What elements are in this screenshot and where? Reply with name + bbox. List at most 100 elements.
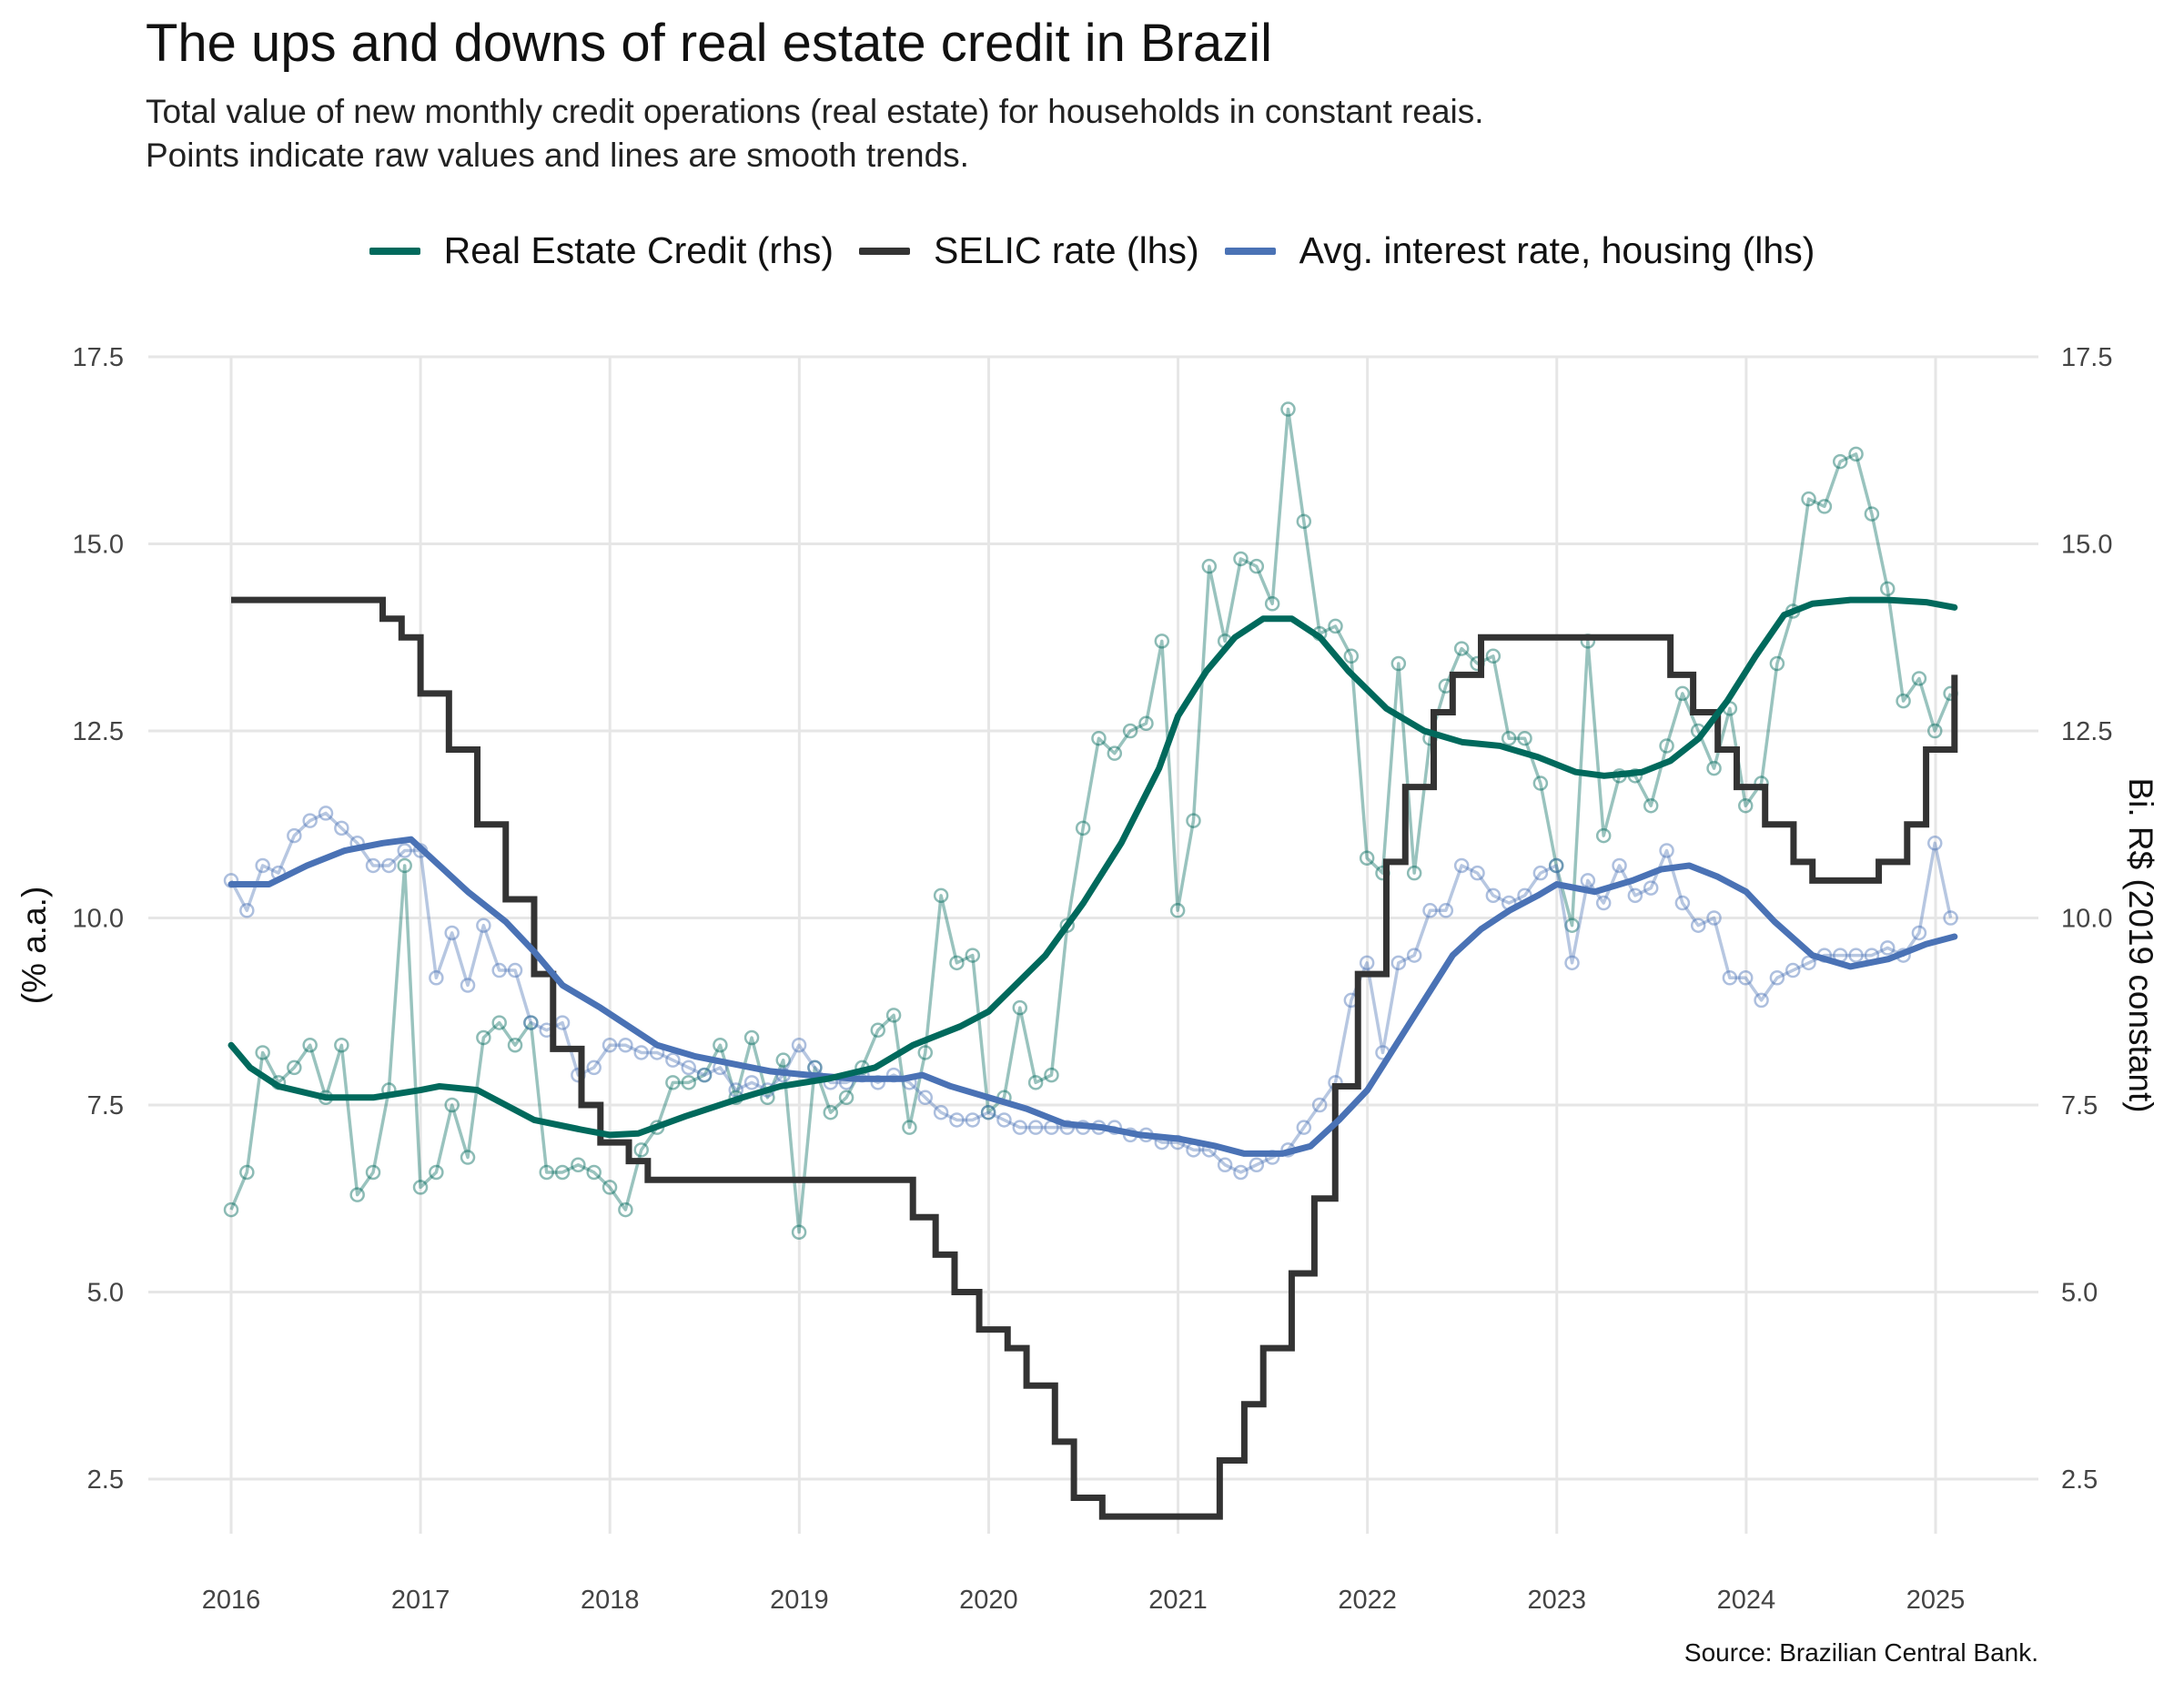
credit-raw-point — [1816, 499, 1833, 514]
housing-raw-point — [1722, 970, 1738, 986]
housing-raw-point — [1943, 910, 1958, 926]
credit-raw-point — [302, 1037, 318, 1053]
housing-raw-point — [1532, 865, 1549, 881]
housing-raw-point — [476, 917, 491, 933]
credit-raw-point — [1769, 655, 1785, 672]
y-tick-label-right: 5.0 — [2061, 1279, 2098, 1308]
series-layer — [223, 401, 1958, 1520]
credit-raw-point — [1343, 648, 1360, 664]
credit-raw-point — [1075, 820, 1091, 836]
housing-raw-point — [1706, 910, 1722, 926]
housing-raw-point — [1785, 962, 1801, 978]
housing-raw-point — [1674, 895, 1691, 911]
housing-raw-point — [586, 1059, 602, 1076]
selic-step-line — [231, 596, 1958, 1520]
credit-raw-point — [397, 857, 412, 874]
housing-raw-point — [791, 1037, 807, 1053]
y-tick-label-left: 5.0 — [87, 1279, 124, 1308]
credit-raw-point — [1896, 693, 1911, 709]
housing-raw-point — [949, 1112, 965, 1128]
housing-raw-point — [1879, 940, 1896, 956]
y-axis-label-left: (% a.a.) — [15, 887, 53, 1005]
credit-raw-point — [870, 1022, 886, 1039]
credit-raw-point — [1012, 999, 1028, 1016]
credit-raw-point — [1122, 723, 1138, 739]
credit-raw-point — [491, 1015, 507, 1030]
legend-key-housing — [1224, 247, 1276, 255]
y-tick-label-left: 2.5 — [87, 1465, 124, 1495]
credit-raw-point — [1328, 618, 1343, 634]
housing-raw-point — [1359, 955, 1375, 971]
credit-raw-point — [917, 1045, 934, 1060]
credit-raw-point — [1233, 551, 1249, 567]
housing-raw-point — [334, 820, 349, 836]
credit-raw-point — [334, 1037, 349, 1053]
credit-raw-point — [1264, 596, 1280, 612]
x-tick-label: 2017 — [391, 1586, 450, 1615]
credit-raw-point — [1201, 558, 1218, 574]
housing-raw-point — [743, 1075, 760, 1090]
housing-raw-point — [1470, 865, 1485, 881]
housing-raw-point — [1564, 955, 1580, 971]
housing-raw-point — [1659, 843, 1674, 858]
x-tick-label: 2023 — [1528, 1586, 1587, 1615]
credit-raw-point — [539, 1164, 554, 1181]
chart-title: The ups and downs of real estate credit … — [146, 14, 1272, 73]
axis-labels: 2.5 2.5 5.0 5.0 7.5 7.5 10.0 10.0 12.5 12.5 15.0 15… — [15, 343, 2159, 1615]
housing-raw-point — [381, 857, 397, 874]
housing-raw-point — [980, 1104, 996, 1120]
housing-raw-point — [507, 962, 523, 978]
housing-raw-point — [1754, 992, 1769, 1009]
y-tick-label-left: 17.5 — [73, 343, 124, 372]
housing-raw-point — [1311, 1097, 1328, 1113]
credit-raw-point — [586, 1164, 602, 1181]
credit-raw-point — [460, 1150, 476, 1165]
housing-raw-point — [444, 925, 460, 941]
credit-raw-point — [223, 1201, 239, 1218]
x-tick-label: 2019 — [770, 1586, 829, 1615]
credit-raw-point — [412, 1180, 429, 1195]
credit-raw-point — [239, 1164, 255, 1181]
credit-raw-point — [1643, 797, 1659, 814]
housing-raw-point — [523, 1015, 539, 1030]
y-tick-label-right: 12.5 — [2061, 717, 2112, 746]
housing-raw-point — [255, 857, 270, 874]
legend-label-credit: Real Estate Credit (rhs) — [443, 229, 834, 271]
x-tick-label: 2024 — [1717, 1586, 1776, 1615]
x-tick-label: 2016 — [202, 1586, 261, 1615]
legend-key-credit — [369, 247, 420, 255]
credit-raw-point — [1154, 634, 1170, 649]
housing-raw-point — [1927, 836, 1943, 851]
credit-raw-point — [523, 1015, 539, 1030]
credit-raw-point — [1044, 1067, 1059, 1083]
credit-raw-point — [949, 955, 965, 971]
housing-raw-point — [1737, 970, 1754, 986]
credit-raw-point — [1296, 513, 1312, 530]
credit-raw-point — [1848, 446, 1864, 462]
credit-raw-point — [287, 1059, 302, 1076]
housing-raw-point — [696, 1067, 713, 1083]
housing-raw-point — [1643, 880, 1659, 896]
y-tick-label-right: 15.0 — [2061, 531, 2112, 560]
credit-raw-point — [1091, 730, 1107, 746]
source-caption: Source: Brazilian Central Bank. — [1684, 1638, 2038, 1667]
legend-key-selic — [859, 247, 910, 255]
housing-raw-point — [602, 1037, 618, 1053]
credit-raw-point — [1911, 671, 1927, 686]
credit-raw-point — [1138, 715, 1154, 732]
housing-raw-point — [318, 806, 334, 821]
credit-raw-point — [933, 887, 949, 904]
housing-raw-point — [1406, 948, 1422, 963]
chart-subtitle-line-1: Total value of new monthly credit operat… — [146, 93, 1484, 130]
credit-raw-point — [1280, 401, 1296, 417]
chart-legend: Real Estate Credit (rhs) SELIC rate (lhs… — [0, 229, 2184, 272]
housing-raw-point — [917, 1090, 934, 1106]
housing-raw-point — [1548, 857, 1564, 874]
housing-raw-point — [1438, 903, 1454, 918]
credit-raw-point — [571, 1157, 586, 1173]
y-tick-label-right: 10.0 — [2061, 905, 2112, 934]
credit-raw-point — [1737, 797, 1754, 814]
credit-raw-point — [255, 1045, 270, 1060]
x-tick-label: 2020 — [959, 1586, 1018, 1615]
credit-raw-point — [1879, 581, 1896, 597]
